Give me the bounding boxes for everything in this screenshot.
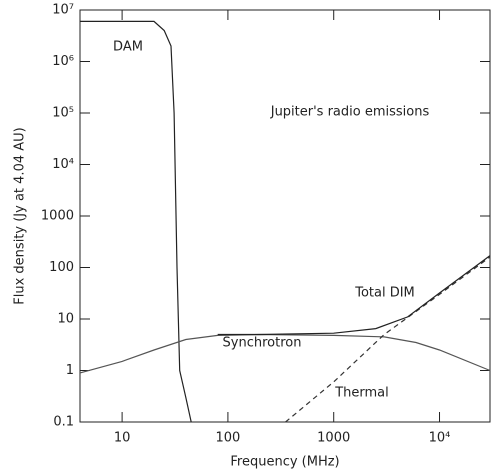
y-tick-label: 1	[66, 363, 74, 378]
y-axis-title: Flux density (Jy at 4.04 AU)	[13, 127, 28, 304]
y-tick-label: 100	[49, 260, 74, 275]
x-tick-label: 1000	[317, 431, 350, 446]
annotation: Thermal	[334, 386, 389, 401]
x-axis-title: Frequency (MHz)	[230, 455, 339, 470]
x-tick-label: 10	[114, 431, 131, 446]
y-tick-label: 1000	[41, 209, 74, 224]
y-tick-label: 10⁴	[52, 157, 74, 172]
y-tick-label: 10⁷	[52, 3, 74, 18]
annotation: Synchrotron	[223, 336, 302, 351]
y-tick-label: 10⁵	[52, 106, 74, 121]
x-tick-label: 100	[215, 431, 240, 446]
y-tick-label: 10	[57, 312, 74, 327]
series-line	[217, 255, 491, 336]
x-tick-label: 10⁴	[429, 431, 451, 446]
y-tick-label: 10⁶	[52, 54, 74, 69]
plot-frame	[79, 9, 491, 423]
annotation: Total DIM	[354, 286, 415, 301]
annotation: Jupiter's radio emissions	[270, 105, 430, 120]
series-line	[80, 20, 192, 423]
y-tick-label: 0.1	[53, 415, 74, 430]
annotation: DAM	[113, 40, 143, 55]
